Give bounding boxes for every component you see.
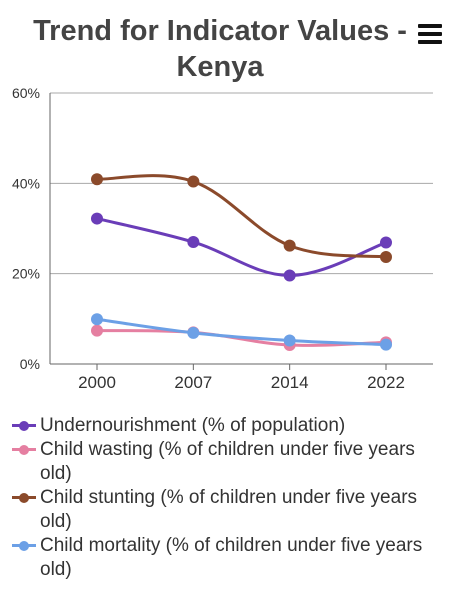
data-point (91, 212, 103, 225)
x-tick-label: 2014 (271, 373, 309, 392)
legend-item-4[interactable]: Child mortality (% of children under fiv… (10, 534, 450, 582)
legend-marker-icon (12, 421, 36, 431)
hamburger-menu-icon[interactable] (418, 24, 442, 44)
data-point (380, 236, 392, 249)
data-point (283, 334, 296, 347)
data-point (91, 173, 103, 186)
y-tick-label: 40% (12, 175, 40, 191)
series-line-3 (95, 174, 388, 259)
legend-marker-icon (12, 541, 36, 551)
data-point (380, 338, 392, 351)
data-point (187, 175, 200, 188)
chart-title-line-2: Kenya (176, 51, 264, 83)
x-tick-label: 2007 (174, 373, 212, 392)
legend-label: Child stunting (% of children under five… (40, 487, 418, 532)
y-tick-label: 60% (12, 85, 40, 101)
data-point (283, 269, 296, 282)
series-line-1 (95, 217, 388, 277)
data-point (91, 324, 103, 337)
legend-label: Child mortality (% of children under fiv… (40, 535, 423, 580)
legend-label: Child wasting (% of children under five … (40, 439, 415, 484)
x-tick-label: 2022 (367, 373, 405, 392)
legend-marker-icon (12, 493, 36, 503)
data-point (380, 250, 392, 263)
data-point (187, 326, 200, 339)
y-tick-label: 20% (12, 266, 40, 282)
legend-label: Undernourishment (% of population) (40, 415, 346, 436)
y-tick-label: 0% (20, 356, 40, 372)
series-line-4 (95, 317, 388, 347)
legend-item-1[interactable]: Undernourishment (% of population) (10, 414, 450, 438)
legend-item-3[interactable]: Child stunting (% of children under five… (10, 486, 450, 534)
line-chart: 0% 20% 40% 60% 2000 2007 2014 2022 (12, 85, 433, 392)
x-tick-label: 2000 (78, 373, 116, 392)
data-point (283, 239, 296, 252)
data-point (187, 236, 200, 249)
legend-marker-icon (12, 445, 36, 455)
chart-legend: Undernourishment (% of population) Child … (10, 414, 450, 582)
chart-title-line-1: Trend for Indicator Values - (33, 15, 407, 47)
data-point (91, 313, 103, 326)
legend-item-2[interactable]: Child wasting (% of children under five … (10, 438, 450, 486)
